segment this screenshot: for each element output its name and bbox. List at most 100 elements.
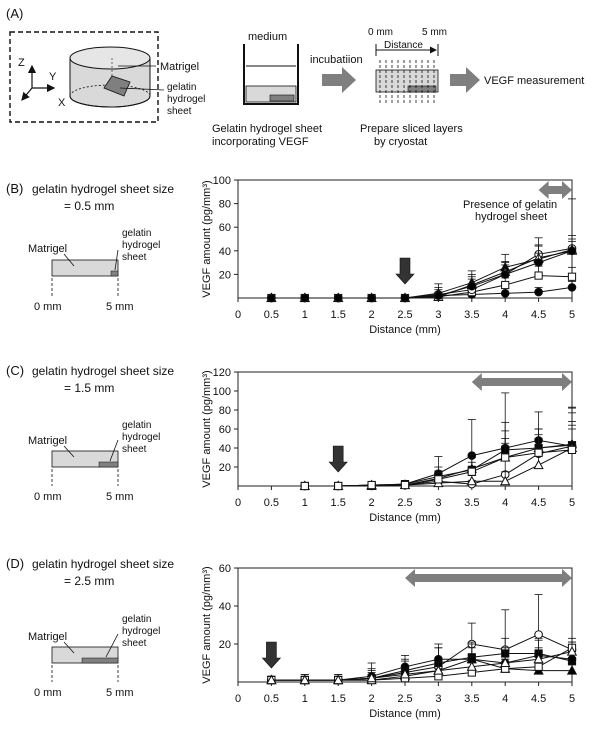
series-line <box>271 275 573 299</box>
series-line <box>271 653 573 681</box>
data-point <box>534 271 543 280</box>
panel-a-label: (A) <box>6 6 23 21</box>
data-point <box>466 661 477 671</box>
panel-c-schematic <box>51 439 119 486</box>
series-line <box>271 651 573 681</box>
series-line <box>271 249 573 299</box>
sheet-label-line3: sheet <box>167 106 192 117</box>
x-tick-label: 4.5 <box>531 309 546 321</box>
presence-label-line2: hydrogel sheet <box>475 211 547 223</box>
vessel-caption-line1: Gelatin hydrogel sheet <box>212 123 322 135</box>
data-point <box>534 662 543 671</box>
x-tick-label: 3 <box>435 309 441 321</box>
matrigel-inset-box <box>9 31 159 123</box>
x-tick-label: 1.5 <box>331 693 346 705</box>
x-tick-label: 4 <box>502 693 508 705</box>
x-tick-label: 0 <box>235 693 241 705</box>
data-point <box>400 480 410 490</box>
y-tick-label: 80 <box>219 199 231 211</box>
data-point <box>266 674 277 685</box>
presence-range-arrow-icon <box>471 373 572 391</box>
panel-d-left-mm: 0 mm <box>34 687 62 699</box>
data-point <box>434 291 443 300</box>
panel-d-sheet-line1: gelatin <box>122 614 151 625</box>
measurement-label: VEGF measurement <box>484 75 584 87</box>
x-tick-label: 2.5 <box>397 497 412 509</box>
series-line <box>271 647 573 681</box>
medium-label: medium <box>248 31 287 43</box>
data-point <box>299 674 310 685</box>
y-tick-label: 20 <box>219 639 231 651</box>
y-axis-title: VEGF amount (pg/mm³) <box>201 370 213 487</box>
data-point <box>334 481 343 491</box>
data-point <box>333 674 344 685</box>
panel-c-size-title: gelatin hydrogel sheet size <box>32 364 174 378</box>
data-point <box>533 459 544 470</box>
sheet-edge-arrow-icon <box>395 257 415 285</box>
data-point <box>534 630 543 639</box>
y-tick-label: 100 <box>213 386 231 398</box>
scale-end-label: 5 mm <box>422 27 447 38</box>
x-tick-label: 2 <box>369 693 375 705</box>
x-tick-label: 2 <box>369 497 375 509</box>
panel-d-size-value: = 2.5 mm <box>64 574 114 588</box>
y-tick-label: 60 <box>219 222 231 234</box>
sheet-edge-arrow-icon <box>328 445 348 473</box>
panel-d-sheet-line2: hydrogel <box>122 626 160 637</box>
panel-c-size-value: = 1.5 mm <box>64 381 114 395</box>
data-point <box>567 654 577 664</box>
data-point <box>567 246 577 256</box>
panel-d-right-mm: 5 mm <box>106 687 134 699</box>
x-tick-label: 3.5 <box>464 497 479 509</box>
matrigel-cylinder <box>69 46 151 108</box>
x-tick-label: 3 <box>435 497 441 509</box>
panel-c-sheet-line3: sheet <box>122 444 147 455</box>
plot-frame <box>237 371 573 487</box>
x-tick-label: 3.5 <box>464 309 479 321</box>
data-point <box>466 475 477 486</box>
data-point <box>300 293 310 303</box>
sheet-edge-arrow-icon <box>261 641 282 669</box>
data-point <box>400 293 410 303</box>
y-tick-label: 20 <box>219 269 231 281</box>
series-line <box>271 250 573 299</box>
y-tick-label: 20 <box>219 462 231 474</box>
data-point <box>433 665 444 675</box>
y-tick-label: 120 <box>213 367 231 379</box>
data-point <box>500 288 510 298</box>
axis-y-label: Y <box>49 71 57 83</box>
x-tick-label: 5 <box>569 497 575 509</box>
data-point <box>434 475 443 484</box>
x-tick-label: 3.5 <box>464 693 479 705</box>
x-tick-label: 1.5 <box>331 309 346 321</box>
presence-label-line1: Presence of gelatin <box>463 199 557 211</box>
x-tick-label: 0.5 <box>264 497 279 509</box>
axis-z-label: Z <box>18 57 25 69</box>
y-tick-label: 40 <box>219 443 231 455</box>
chart-c: 20 40 60 80 100 120 0 0.5 1 1.5 2 2.5 3 3.5 4 4.5 5 Dista… <box>201 367 578 524</box>
x-axis-title: Distance (mm) <box>369 708 441 720</box>
data-point <box>467 467 476 476</box>
y-axis-title: VEGF amount (pg/mm³) <box>201 180 213 297</box>
panel-d-size-title: gelatin hydrogel sheet size <box>32 557 174 571</box>
y-tick-label: 40 <box>219 601 231 613</box>
panel-b-sheet-line1: gelatin <box>122 228 151 239</box>
x-tick-label: 4 <box>502 497 508 509</box>
panel-b-size-value: = 0.5 mm <box>64 199 114 213</box>
x-tick-label: 0 <box>235 309 241 321</box>
x-tick-label: 5 <box>569 693 575 705</box>
vessel-caption-line2: incorporating VEGF <box>212 136 309 148</box>
panel-b-sheet-line3: sheet <box>122 252 147 263</box>
y-axis-title: VEGF amount (pg/mm³) <box>201 566 213 683</box>
panel-c-left-mm: 0 mm <box>34 491 62 503</box>
series-line <box>271 247 573 299</box>
panel-c-sheet-line1: gelatin <box>122 420 151 431</box>
x-tick-label: 1 <box>302 309 308 321</box>
panel-d-label: (D) <box>6 556 24 571</box>
x-tick-label: 2.5 <box>397 309 412 321</box>
chart-b: 20 40 60 80 100 0 0.5 1 1.5 2 2.5 3 3.5 4 4.5 5 Distance… <box>201 175 578 336</box>
data-point <box>534 448 543 457</box>
data-point <box>501 453 510 462</box>
x-axis-title: Distance (mm) <box>369 512 441 524</box>
